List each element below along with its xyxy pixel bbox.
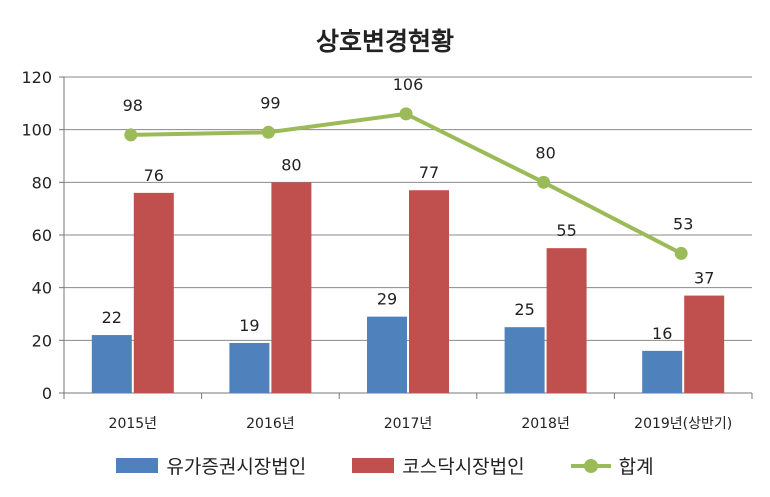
bar-kosdaq (546, 248, 587, 393)
bar-kosdaq (133, 192, 174, 393)
bar-kosdaq (271, 182, 312, 393)
total-point (124, 128, 138, 142)
x-tick-label: 2017년 (384, 416, 433, 432)
bar-kospi (367, 316, 407, 393)
bar-kospi (91, 335, 132, 393)
data-label-kosdaq: 80 (281, 155, 301, 174)
bar-kospi (229, 342, 270, 393)
data-label-kospi: 29 (377, 290, 397, 309)
bar-kosdaq (409, 190, 449, 393)
legend-swatch-total (570, 458, 611, 474)
bar-kospi (642, 350, 683, 393)
total-point (537, 175, 551, 189)
legend-item-total: 합계 (570, 452, 654, 479)
data-label-kospi: 16 (652, 324, 672, 343)
legend: 유가증권시장법인 코스닥시장법인 합계 (0, 452, 770, 479)
data-label-total: 80 (535, 143, 555, 162)
chart-title: 상호변경현황 (315, 27, 454, 56)
legend-label-total: 합계 (618, 456, 654, 478)
chart-plot: 0 20 40 60 80 100 120 2015년 2016년 2017년 2018년 2019년… (21, 68, 753, 432)
data-label-kospi: 25 (514, 300, 534, 319)
y-tick-label: 40 (32, 279, 52, 298)
total-point (399, 107, 413, 121)
x-tick-label: 2018년 (521, 416, 570, 432)
data-label-kospi: 22 (102, 308, 122, 327)
x-tick-label: 2015년 (109, 416, 158, 432)
bar-kosdaq (684, 295, 725, 393)
data-label-total: 98 (123, 96, 143, 115)
data-label-total: 53 (673, 214, 693, 233)
legend-swatch-kospi (116, 458, 159, 473)
legend-item-kospi: 유가증권시장법인 (116, 452, 306, 479)
data-label-kosdaq: 37 (694, 269, 714, 288)
data-label-kosdaq: 76 (144, 166, 164, 185)
legend-label-kosdaq: 코스닥시장법인 (402, 456, 525, 478)
legend-item-kosdaq: 코스닥시장법인 (352, 452, 525, 479)
bar-kospi (504, 327, 545, 393)
legend-label-kospi: 유가증권시장법인 (166, 456, 307, 478)
total-point (674, 246, 688, 260)
y-tick-label: 80 (32, 173, 52, 192)
data-label-total: 106 (393, 75, 424, 94)
legend-swatch-kosdaq (352, 458, 395, 473)
y-tick-label: 0 (42, 384, 52, 403)
data-label-kospi: 19 (239, 316, 259, 335)
x-tick-label: 2016년 (246, 416, 295, 432)
y-tick-label: 100 (21, 121, 52, 140)
total-line (130, 111, 683, 256)
data-label-kosdaq: 77 (419, 163, 439, 182)
total-point (261, 125, 275, 139)
data-label-kosdaq: 55 (556, 221, 576, 240)
data-label-total: 99 (260, 93, 280, 112)
y-tick-label: 60 (32, 226, 52, 245)
y-tick-label: 20 (32, 331, 52, 350)
y-tick-label: 120 (21, 68, 52, 87)
x-tick-label: 2019년(상반기) (634, 416, 732, 432)
